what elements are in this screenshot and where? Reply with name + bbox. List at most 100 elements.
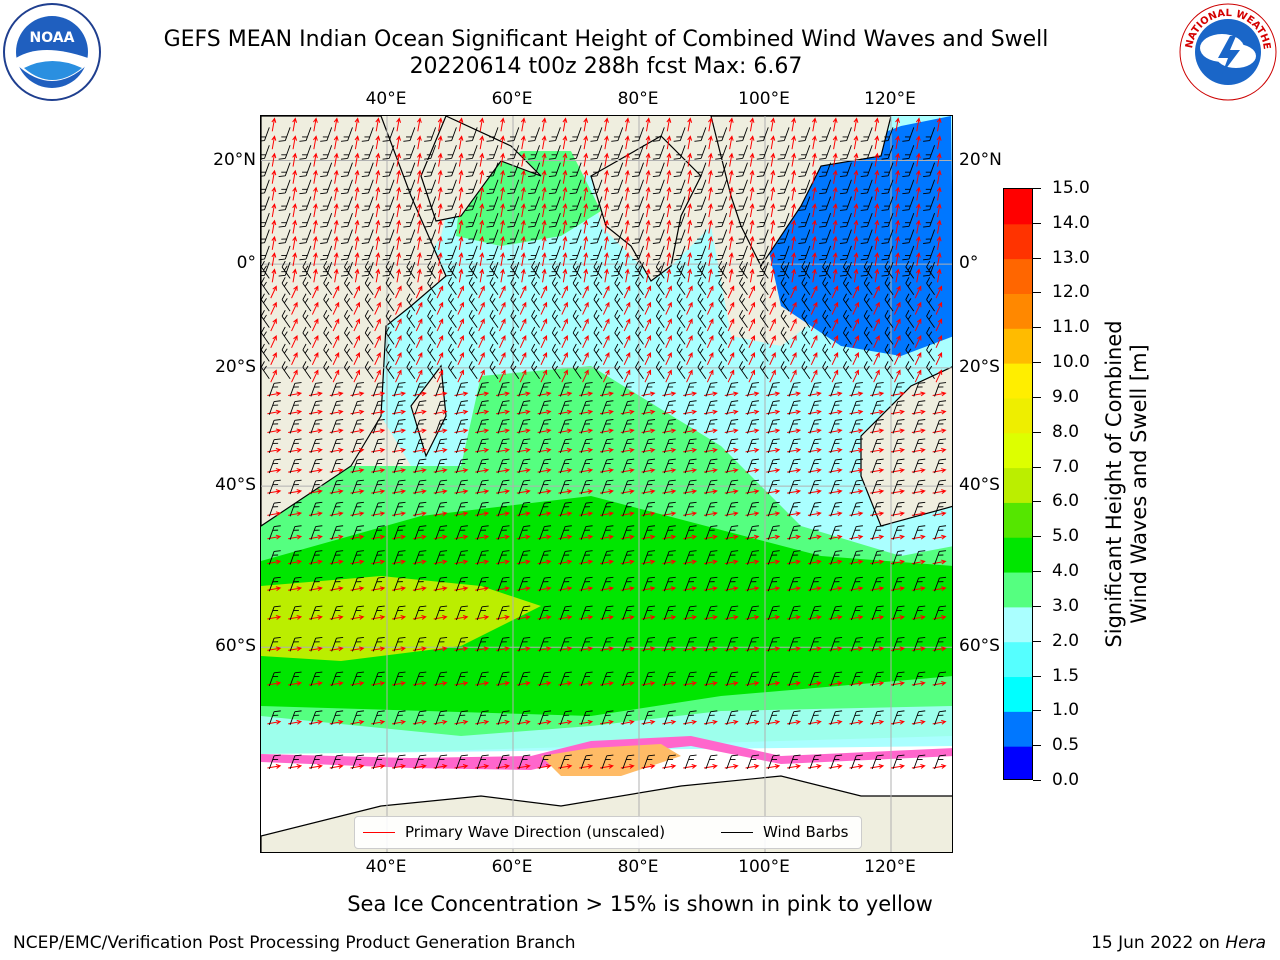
wave-arrow [332,335,340,349]
wave-arrow [706,285,714,299]
wave-arrow [728,117,734,132]
wind-barb [281,361,291,379]
wind-barb [278,127,291,142]
wind-barb [934,576,947,592]
wave-arrow [624,268,630,283]
wind-barb [694,127,707,142]
wind-barb [663,479,676,495]
wave-arrow [687,169,693,184]
wind-barb [510,293,520,312]
wave-arrow [292,169,298,184]
wave-arrow [811,268,817,283]
wave-arrow [686,301,693,315]
wave-arrow [852,335,860,349]
wind-barb [830,501,843,517]
wave-arrow [831,318,839,332]
wave-arrow [602,285,610,299]
wave-arrow [831,285,839,299]
wave-arrow [541,186,547,201]
wind-barb [809,550,822,565]
wind-barb [531,260,540,279]
wave-arrow [748,335,756,349]
wind-barb [444,179,457,195]
wind-barb [372,400,385,415]
wind-barb [281,343,291,362]
wind-barb [614,361,624,379]
wind-barb [393,605,406,621]
wind-barb [839,162,852,178]
wind-barb [382,212,395,228]
wind-barb [643,576,656,592]
colorbar-tickmark [1033,222,1041,224]
wind-barb [655,310,665,328]
wind-barb [489,310,499,328]
wind-barb [881,127,894,142]
wave-arrow [748,301,756,315]
wind-barb [340,127,353,142]
wind-barb [455,710,468,725]
wave-arrow [895,169,900,184]
wind-barb [465,179,478,195]
wave-arrow [375,117,381,132]
wind-barb [468,310,478,328]
wind-barb [510,277,520,295]
wave-arrow [791,117,797,132]
wind-barb [435,636,448,652]
lat-tick-left: 0° [236,253,256,274]
wind-barb [406,361,416,379]
wave-arrow [749,219,755,234]
wave-arrow [437,203,443,218]
wave-arrow [706,335,714,349]
wave-arrow [810,301,818,315]
lat-tick-left: 20°N [213,149,256,170]
wind-barb [697,293,707,312]
wind-barb [850,400,863,415]
wind-barb [364,310,374,328]
wave-arrow [832,252,838,267]
wind-barb [839,212,852,228]
wind-barb [261,293,270,312]
wind-barb [913,438,926,454]
wind-barb [320,162,333,178]
wind-barb [819,145,832,160]
wave-arrow [708,235,713,250]
wind-barb [414,400,427,415]
wave-arrow [874,252,880,267]
wave-arrow [853,135,859,150]
wind-barb [476,525,489,540]
wave-arrow [811,203,817,218]
wave-arrow [623,301,631,315]
wind-barb [767,400,780,415]
wind-barb [871,479,884,495]
wind-barb [884,293,894,312]
wind-barb [756,229,769,244]
wind-barb [352,419,364,434]
wave-arrow [915,235,921,250]
wave-arrow [915,252,921,267]
wind-barb [881,212,894,228]
wave-arrow [500,252,505,267]
wind-barb [684,671,697,687]
colorbar-tick-label: 3.0 [1052,595,1080,616]
wave-arrow [687,268,693,283]
wave-arrow [519,352,527,366]
wind-barb [489,326,499,345]
wind-barb [739,326,748,345]
wave-arrow [271,203,277,218]
wave-arrow [895,268,900,283]
wind-barb [923,145,936,160]
wind-barb [611,229,624,244]
wind-barb [718,326,728,345]
wave-arrow [332,285,340,299]
wind-barb [697,326,707,345]
wind-barb [393,671,406,687]
wind-barb [497,479,510,495]
wind-barb [340,196,353,211]
wind-barb [403,127,416,142]
wind-barb [913,754,926,770]
wave-arrow [852,285,860,299]
wind-barb [406,277,416,295]
wind-barb [780,326,790,345]
wave-arrow [395,352,402,366]
wind-barb [726,550,739,565]
